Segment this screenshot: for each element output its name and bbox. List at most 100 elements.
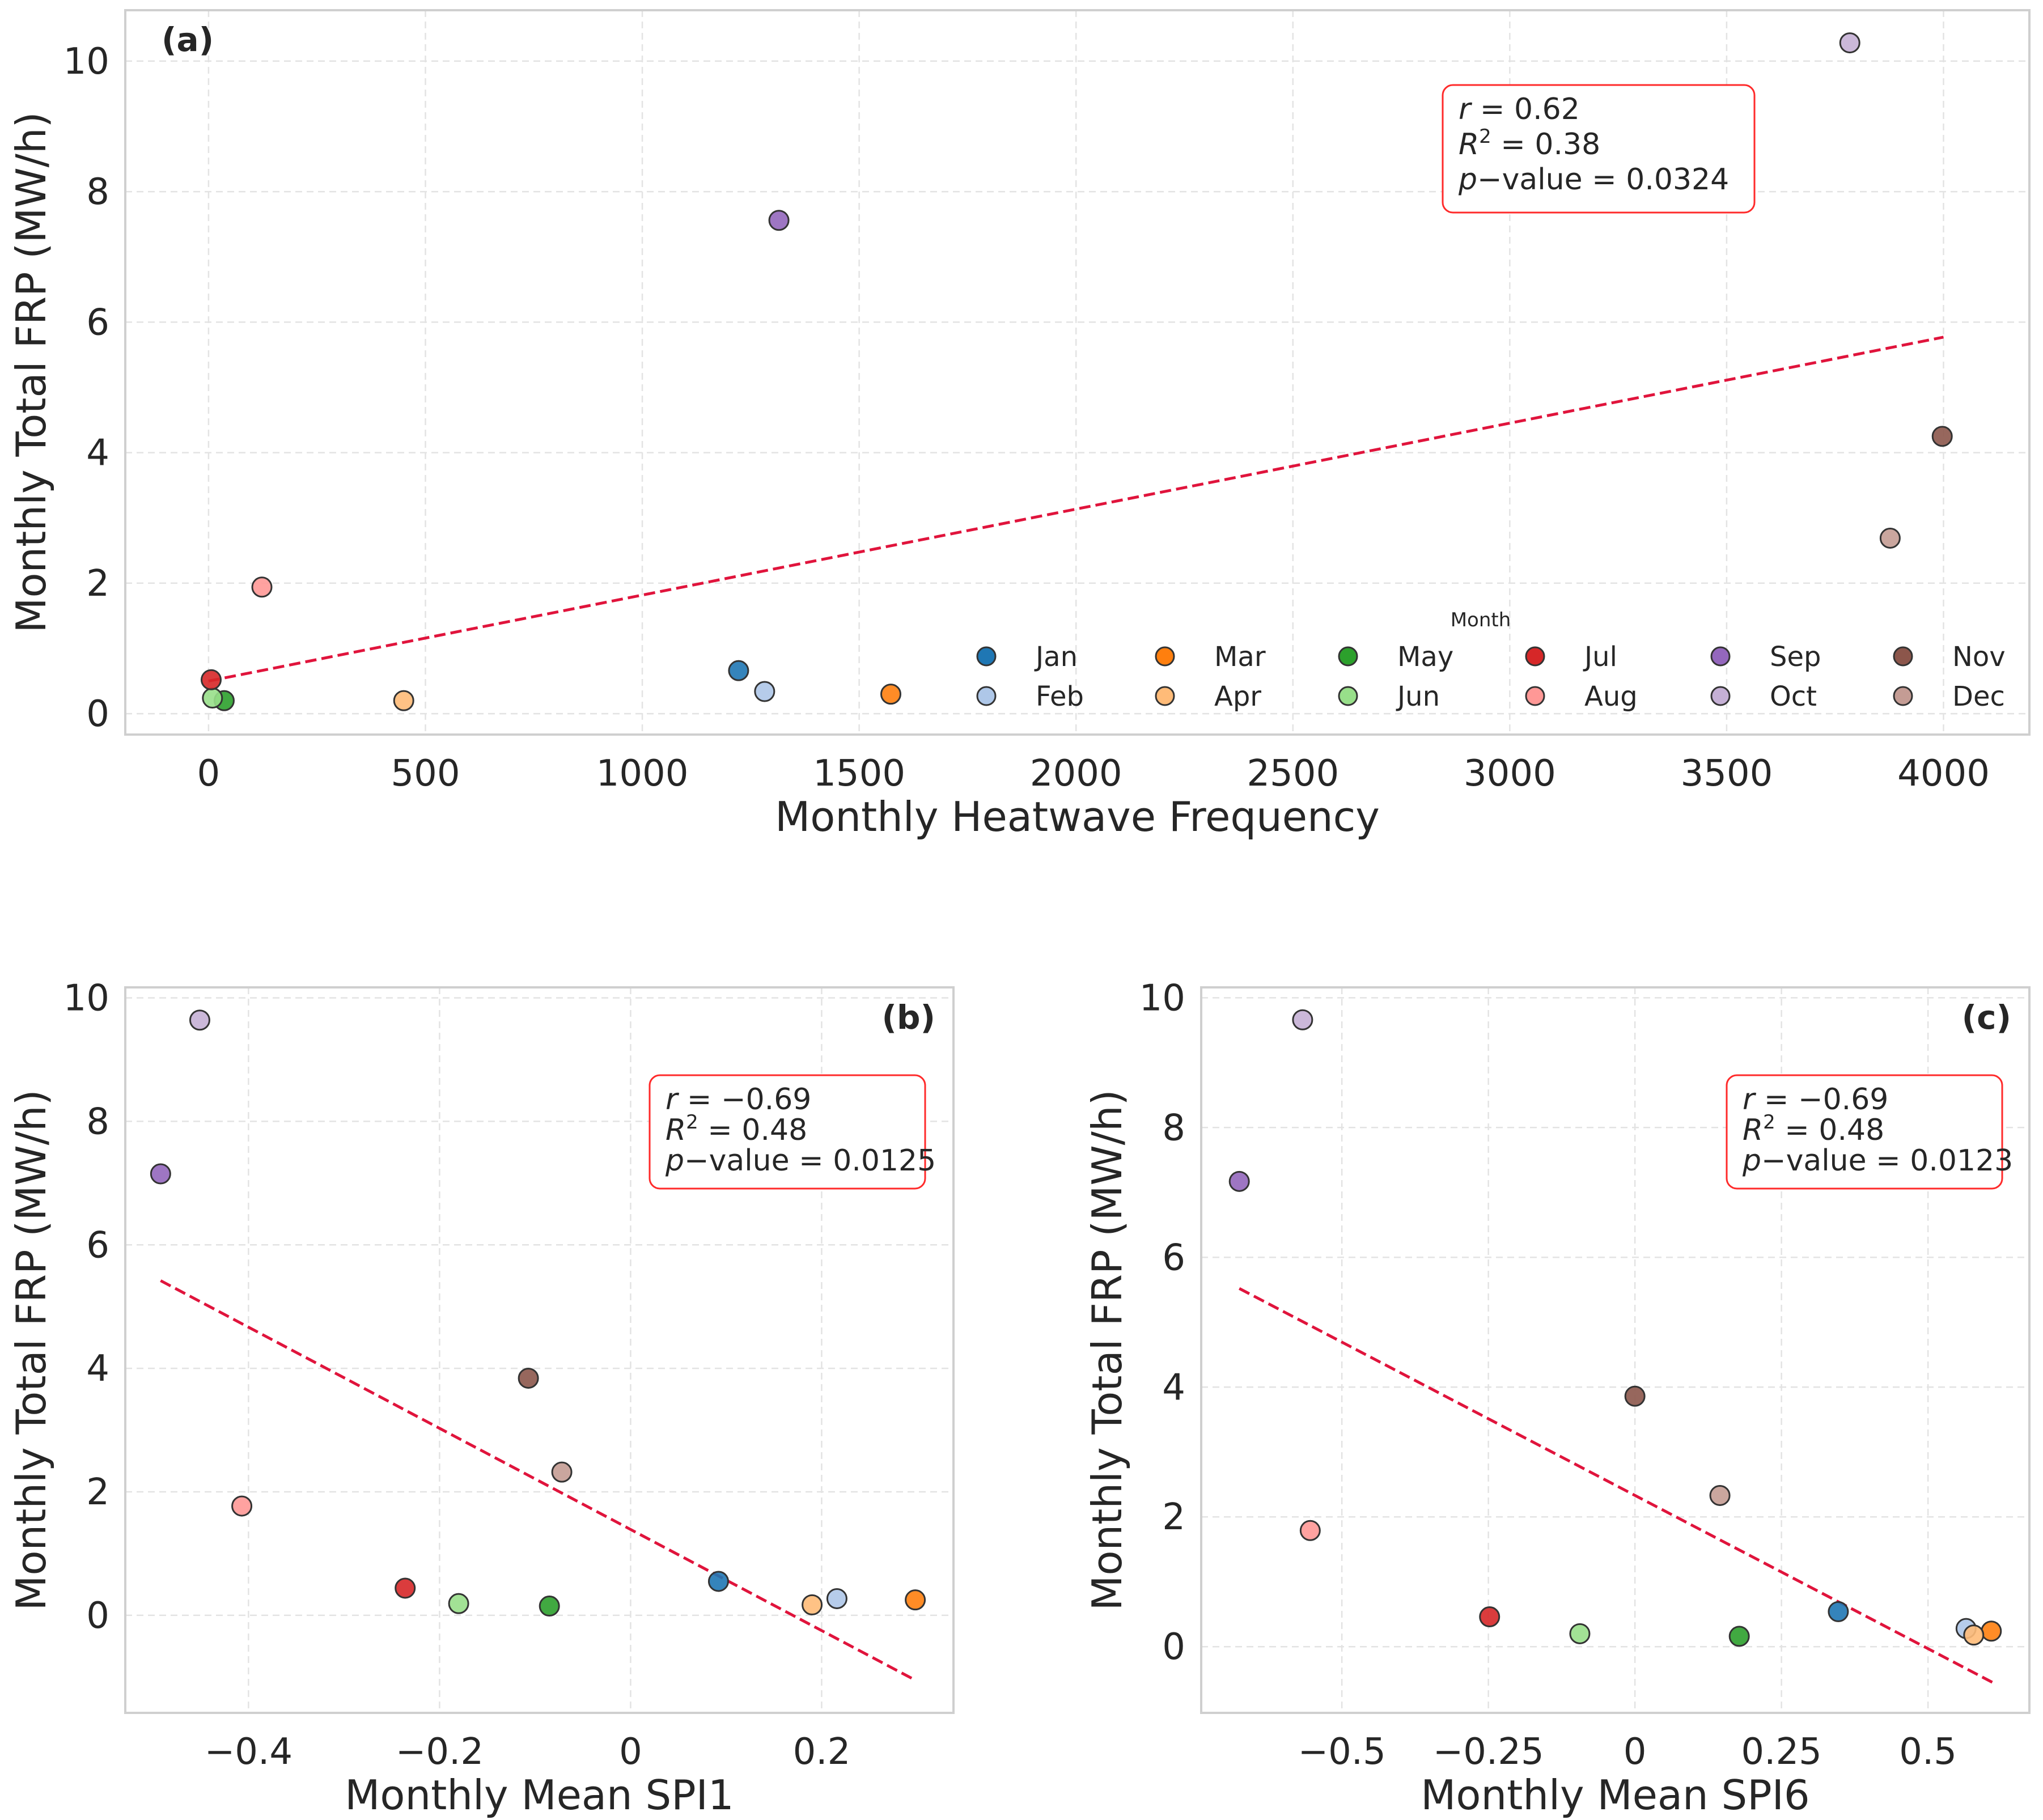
y-tick-label: 0	[86, 1595, 109, 1637]
y-tick-label: 2	[86, 1471, 109, 1513]
x-tick-label: 3500	[1680, 753, 1773, 795]
panel-b: −0.4 −0.2 0 0.2 0 2 4 6 8 10 Monthly Mean SPI1 Mont…	[7, 978, 955, 1819]
y-tick-label: 10	[63, 41, 109, 83]
data-point-jan	[728, 660, 749, 681]
data-point-feb	[754, 681, 775, 702]
y-tick-label: 8	[86, 1101, 109, 1143]
legend-marker	[1338, 686, 1358, 706]
legend-label: Aug	[1584, 681, 1638, 712]
legend-item-mar: Mar	[1155, 641, 1266, 673]
data-point-mar	[880, 684, 901, 705]
stat-line: r = −0.69	[666, 1083, 811, 1117]
stat-variable: p	[665, 1144, 684, 1178]
stat-line: p−value = 0.0125	[665, 1144, 936, 1178]
stat-variable: R	[1743, 1113, 1763, 1147]
legend-item-jun: Jun	[1338, 681, 1440, 712]
y-tick-label: 10	[63, 978, 109, 1020]
legend-label: May	[1397, 641, 1453, 673]
regression-trend-line	[208, 336, 1944, 683]
stat-superscript: 2	[1763, 1111, 1775, 1134]
legend-label: Oct	[1770, 681, 1817, 712]
stats-box	[1442, 84, 1756, 214]
x-tick-label: 0	[1624, 1731, 1647, 1773]
data-point-jun	[1569, 1623, 1591, 1644]
data-point-aug	[231, 1495, 253, 1517]
data-point-sep	[150, 1163, 171, 1185]
legend-item-feb: Feb	[976, 681, 1084, 712]
stat-superscript: 2	[1479, 125, 1491, 148]
legend-label: Nov	[1952, 641, 2006, 673]
data-point-dec	[551, 1461, 573, 1483]
y-tick-label: 4	[86, 1348, 109, 1390]
data-point-jul	[395, 1577, 416, 1599]
regression-trend-line	[160, 1279, 916, 1682]
y-axis-label: Monthly Total FRP (MW/h)	[1083, 1089, 1131, 1610]
stat-value: = 0.48	[698, 1113, 807, 1147]
data-point-jun	[202, 688, 223, 709]
stat-line: R2 = 0.48	[1743, 1111, 1884, 1147]
data-point-oct	[1292, 1009, 1313, 1030]
legend-item-jan: Jan	[976, 641, 1078, 673]
data-point-jul	[200, 669, 222, 690]
stat-line: r = 0.62	[1459, 92, 1580, 126]
stat-variable: R	[1459, 128, 1479, 162]
data-point-sep	[1228, 1170, 1250, 1192]
stat-value: = −0.69	[677, 1083, 811, 1117]
stat-value: = 0.48	[1775, 1113, 1884, 1147]
stat-line: p−value = 0.0123	[1742, 1144, 2013, 1178]
legend-item-jul: Jul	[1525, 641, 1617, 673]
regression-trend-line	[1239, 1287, 1994, 1684]
data-point-nov	[518, 1368, 539, 1389]
legend-marker	[976, 646, 997, 667]
x-tick-label: 0	[619, 1731, 642, 1773]
x-tick-label: 1500	[813, 753, 905, 795]
stat-superscript: 2	[686, 1111, 698, 1134]
axes-frame	[1200, 986, 2031, 1714]
y-tick-label: 10	[1139, 977, 1185, 1019]
legend-label: Jun	[1396, 681, 1440, 712]
y-tick-label: 4	[1162, 1367, 1185, 1409]
x-tick-label: 0.25	[1741, 1731, 1822, 1773]
x-tick-label: 2500	[1247, 753, 1339, 795]
data-point-mar	[1981, 1620, 2002, 1642]
stat-variable: p	[1458, 163, 1477, 197]
legend-item-dec: Dec	[1893, 681, 2005, 712]
axes-frame	[124, 986, 955, 1714]
stat-value: −value = 0.0123	[1761, 1144, 2013, 1178]
stat-variable: p	[1742, 1144, 1761, 1178]
y-tick-label: 8	[86, 171, 109, 213]
panel-label: (a)	[162, 20, 214, 59]
data-point-oct	[1839, 32, 1860, 54]
panel-a: 0 500 1000 1500 2000 2500 3000 3500 40000246810M…	[7, 9, 2031, 841]
stat-line: R2 = 0.48	[666, 1111, 807, 1147]
x-tick-label: −0.5	[1298, 1731, 1385, 1773]
data-point-may	[539, 1596, 560, 1617]
stats-box	[1726, 1074, 2003, 1190]
y-tick-label: 6	[86, 302, 109, 343]
stat-variable: r	[1743, 1083, 1757, 1117]
legend-marker	[1893, 646, 1913, 667]
legend-marker	[1710, 646, 1731, 667]
legend-label: Apr	[1214, 681, 1261, 712]
x-tick-label: 0	[197, 753, 221, 795]
data-point-may	[1728, 1626, 1750, 1647]
stat-line: R2 = 0.38	[1459, 125, 1600, 162]
stat-line: p−value = 0.0324	[1458, 163, 1729, 197]
data-point-nov	[1624, 1385, 1646, 1407]
legend-marker	[1525, 686, 1545, 706]
y-axis-label: Monthly Total FRP (MW/h)	[7, 112, 55, 633]
data-point-jun	[448, 1593, 469, 1614]
legend-marker	[1155, 646, 1175, 667]
legend-marker	[1338, 646, 1358, 667]
stat-value: −value = 0.0324	[1477, 163, 1729, 197]
legend-label: Feb	[1036, 681, 1084, 712]
stat-value: = −0.69	[1754, 1083, 1888, 1117]
legend-label: Jul	[1583, 641, 1617, 673]
x-tick-label: 0.2	[793, 1731, 851, 1773]
y-tick-label: 2	[1162, 1496, 1185, 1538]
y-tick-label: 0	[1162, 1626, 1185, 1668]
data-point-nov	[1931, 426, 1953, 447]
x-tick-label: 2000	[1030, 753, 1122, 795]
